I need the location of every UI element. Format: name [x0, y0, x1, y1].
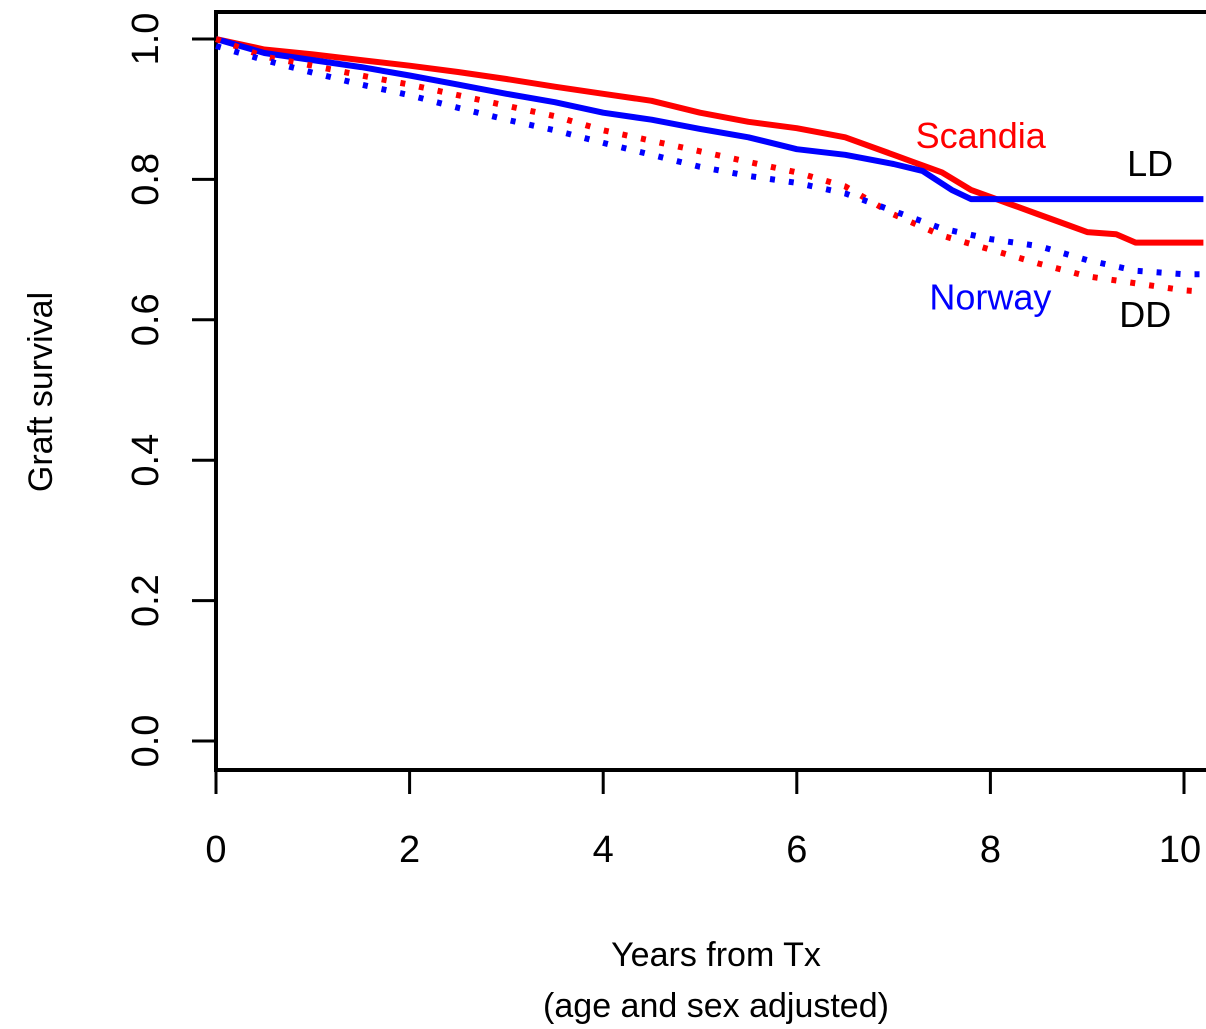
y-tick-label: 0.4: [125, 434, 167, 487]
x-tick-label: 2: [399, 829, 420, 871]
x-tick-label: 10: [1159, 829, 1201, 871]
plot-border: [214, 10, 1206, 772]
x-tick-label: 0: [205, 829, 226, 871]
x-axis-title: Years from Tx: [611, 936, 821, 974]
x-axis: 0 2 4 6 8 10: [205, 770, 1201, 871]
annotation-dd: DD: [1119, 294, 1171, 335]
y-tick-label: 0.6: [125, 293, 167, 346]
annotation-scandia: Scandia: [916, 115, 1047, 156]
y-tick-label: 0.2: [125, 574, 167, 627]
y-axis: 0.0 0.2 0.4 0.6 0.8 1.0: [125, 13, 216, 768]
series-norway-ld: [215, 36, 1204, 203]
series-norway-dd: [215, 43, 1204, 278]
y-tick-label: 1.0: [125, 13, 167, 66]
x-tick-label: 8: [980, 829, 1001, 871]
y-tick-label: 0.8: [125, 153, 167, 206]
series-scandia-ld: [215, 36, 1204, 246]
series-scandia-dd: [214, 36, 1204, 295]
x-axis-subtitle: (age and sex adjusted): [543, 987, 889, 1025]
plot-frame: [214, 10, 1206, 772]
annotation-norway: Norway: [929, 276, 1051, 317]
y-axis-title: Graft survival: [22, 292, 60, 492]
x-tick-label: 4: [593, 829, 614, 871]
annotation-ld: LD: [1127, 143, 1173, 184]
series-layer: [214, 36, 1204, 295]
y-tick-label: 0.0: [125, 715, 167, 768]
x-tick-label: 6: [786, 829, 807, 871]
annotations: Scandia LD Norway DD: [916, 115, 1173, 335]
